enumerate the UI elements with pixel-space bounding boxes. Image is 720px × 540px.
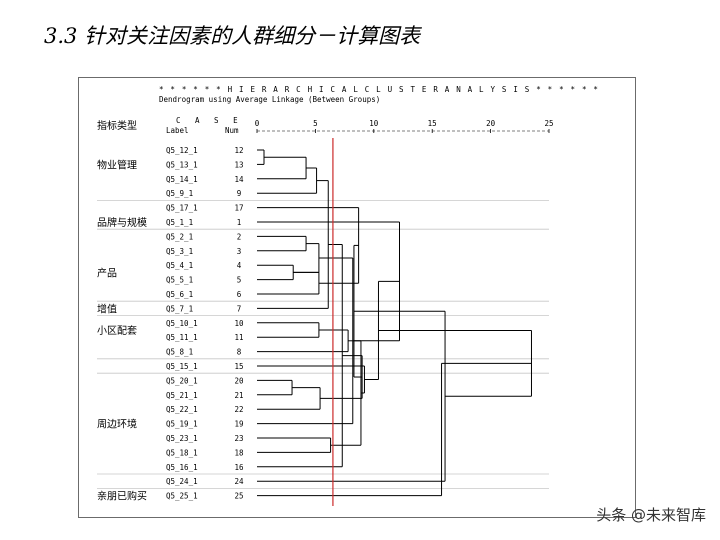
leaf-num: 9: [237, 189, 242, 198]
leaf-label: Q5_17_1: [166, 204, 198, 213]
leaf-label: Q5_21_1: [166, 391, 198, 400]
x-tick-label: 5: [313, 119, 318, 128]
leaf-label: Q5_4_1: [166, 261, 193, 270]
leaf-num: 16: [234, 463, 244, 472]
leaf-label: Q5_24_1: [166, 477, 198, 486]
leaf-label: Q5_3_1: [166, 247, 193, 256]
leaf-label: Q5_13_1: [166, 160, 198, 169]
leaf-label: Q5_5_1: [166, 276, 193, 285]
x-tick-label: 0: [255, 119, 260, 128]
leaf-label: Q5_19_1: [166, 420, 198, 429]
category-label: 产品: [97, 266, 117, 279]
leaf-num: 19: [234, 420, 243, 429]
chart-banner: * * * * * * H I E R A R C H I C A L C L …: [159, 85, 600, 94]
leaf-num: 13: [234, 160, 243, 169]
leaf-label: Q5_23_1: [166, 434, 198, 443]
leaf-num: 17: [234, 204, 243, 213]
category-label: 增值: [97, 302, 117, 315]
leaf-num: 24: [234, 477, 244, 486]
leaf-num: 5: [237, 276, 242, 285]
leaf-num: 8: [237, 348, 242, 357]
leaf-label: Q5_20_1: [166, 376, 198, 385]
category-label: 周边环境: [97, 418, 137, 431]
leaf-label: Q5_2_1: [166, 232, 193, 241]
leaf-num: 1: [237, 218, 242, 227]
x-tick-label: 15: [428, 119, 437, 128]
leaf-num: 22: [234, 405, 243, 414]
leaf-num: 6: [237, 290, 242, 299]
leaf-num: 18: [234, 448, 244, 457]
leaf-label: Q5_25_1: [166, 492, 198, 501]
leaf-num: 4: [237, 261, 242, 270]
leaf-num: 12: [234, 146, 243, 155]
dendrogram: 0 5 10 15 20 25指标类型物业管理品牌与规模产品增值小区配套周边环境亲朋已购买…: [97, 119, 554, 506]
num-header: Num: [225, 126, 239, 135]
x-tick-label: 25: [544, 119, 553, 128]
category-label: 品牌与规模: [97, 216, 147, 229]
leaf-label: Q5_10_1: [166, 319, 198, 328]
leaf-label: Q5_22_1: [166, 405, 198, 414]
leaf-num: 15: [234, 362, 243, 371]
category-label: 亲朋已购买: [97, 490, 147, 503]
leaf-label: Q5_8_1: [166, 348, 193, 357]
leaf-num: 7: [237, 304, 242, 313]
leaf-label: Q5_14_1: [166, 175, 198, 184]
category-label: 物业管理: [97, 158, 137, 171]
leaf-num: 21: [234, 391, 243, 400]
leaf-num: 10: [234, 319, 244, 328]
dendrogram-panel: * * * * * * H I E R A R C H I C A L C L …: [78, 77, 636, 518]
category-label: 小区配套: [97, 324, 137, 337]
leaf-num: 3: [237, 247, 242, 256]
x-tick-label: 10: [369, 119, 379, 128]
leaf-label: Q5_15_1: [166, 362, 198, 371]
leaf-label: Q5_11_1: [166, 333, 198, 342]
leaf-label: Q5_1_1: [166, 218, 193, 227]
leaf-label: Q5_12_1: [166, 146, 198, 155]
leaf-num: 25: [234, 492, 243, 501]
leaf-num: 14: [234, 175, 244, 184]
leaf-label: Q5_16_1: [166, 463, 198, 472]
slide-title: 3.3 针对关注因素的人群细分－计算图表: [44, 24, 421, 48]
leaf-label: Q5_9_1: [166, 189, 193, 198]
leaf-label: Q5_6_1: [166, 290, 193, 299]
leaf-num: 11: [234, 333, 243, 342]
label-header: Label: [166, 126, 189, 135]
leaf-num: 23: [234, 434, 243, 443]
leaf-num: 2: [237, 232, 242, 241]
chart-subtitle: Dendrogram using Average Linkage (Betwee…: [159, 95, 381, 104]
watermark: 头条 @未来智库: [596, 506, 706, 524]
category-header: 指标类型: [97, 119, 137, 132]
leaf-label: Q5_7_1: [166, 304, 193, 313]
x-tick-label: 20: [486, 119, 496, 128]
case-header: C A S E: [176, 116, 243, 125]
leaf-num: 20: [234, 376, 244, 385]
leaf-label: Q5_18_1: [166, 448, 198, 457]
